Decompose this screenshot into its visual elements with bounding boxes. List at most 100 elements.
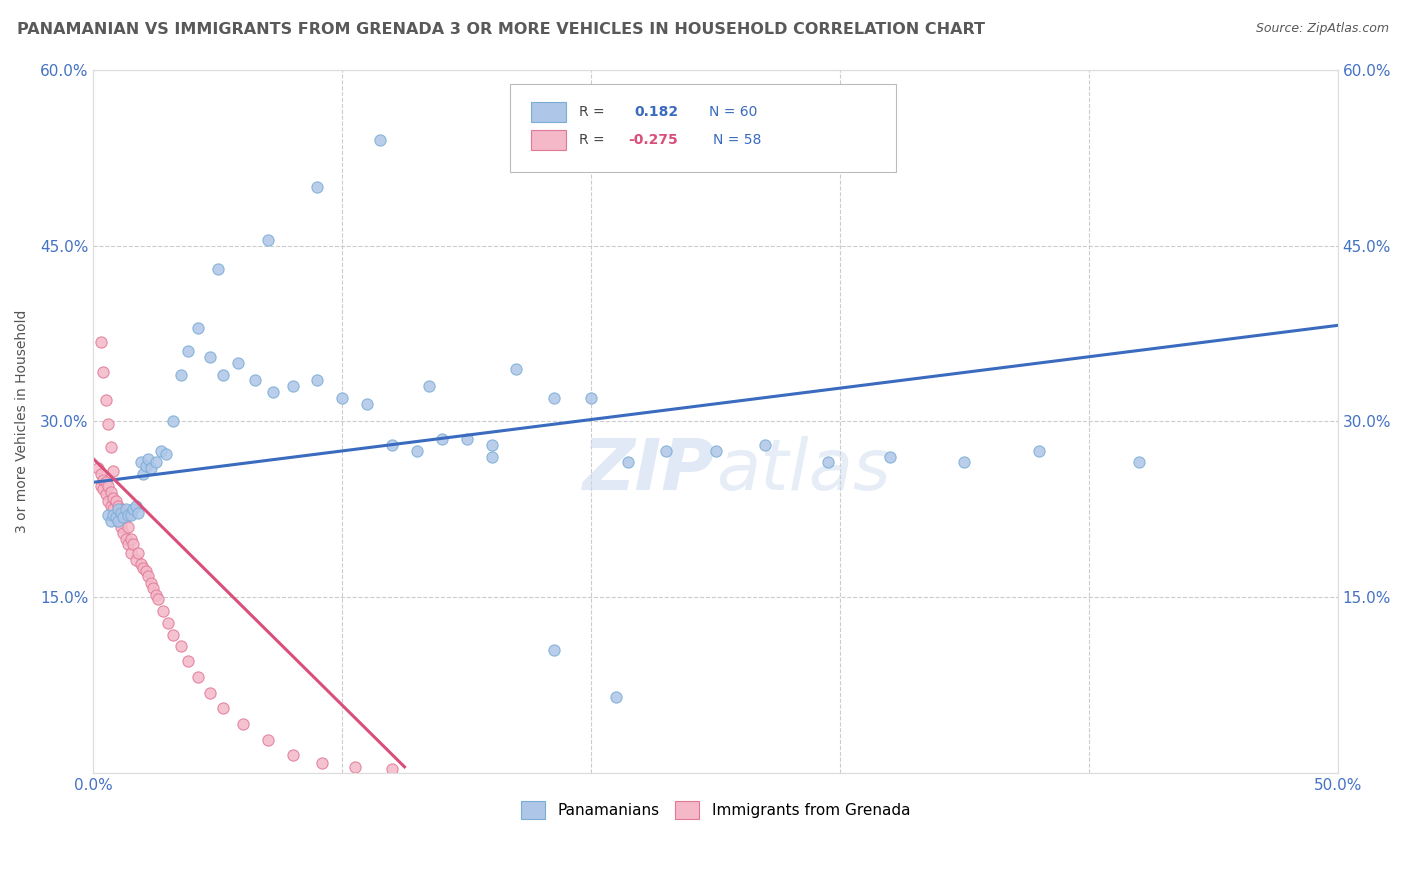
Point <box>100 499 122 513</box>
Point <box>226 356 249 370</box>
Point <box>155 447 177 461</box>
Point <box>1128 455 1150 469</box>
Point <box>136 451 159 466</box>
Point <box>617 455 640 469</box>
Point <box>953 455 976 469</box>
Point <box>112 508 135 522</box>
Point <box>94 393 117 408</box>
Text: ZIP: ZIP <box>583 436 716 505</box>
Point <box>177 344 200 359</box>
Point <box>256 233 278 247</box>
Point <box>100 514 122 528</box>
Point <box>107 499 129 513</box>
Point <box>330 391 353 405</box>
Point <box>232 716 254 731</box>
Point <box>114 510 136 524</box>
Point <box>207 262 229 277</box>
Point <box>110 506 132 520</box>
Point <box>262 385 284 400</box>
Point <box>406 443 429 458</box>
Point <box>103 491 125 505</box>
Point <box>212 368 235 382</box>
Point <box>543 642 565 657</box>
Point <box>103 508 125 522</box>
Point <box>93 473 115 487</box>
Point <box>543 391 565 405</box>
Point <box>145 455 167 469</box>
Text: PANAMANIAN VS IMMIGRANTS FROM GRENADA 3 OR MORE VEHICLES IN HOUSEHOLD CORRELATIO: PANAMANIAN VS IMMIGRANTS FROM GRENADA 3 … <box>17 22 984 37</box>
Point <box>142 581 165 595</box>
Point <box>368 133 391 147</box>
Point <box>103 502 125 516</box>
Point <box>281 748 304 763</box>
Point <box>381 438 404 452</box>
Point <box>104 508 127 522</box>
Point <box>146 592 169 607</box>
Point <box>1028 443 1050 458</box>
Point <box>129 558 152 572</box>
Point <box>120 508 142 522</box>
Point <box>107 502 129 516</box>
Point <box>139 461 162 475</box>
Point <box>135 564 157 578</box>
Legend: Panamanians, Immigrants from Grenada: Panamanians, Immigrants from Grenada <box>515 795 917 825</box>
Point <box>94 487 117 501</box>
Point <box>605 690 627 704</box>
Point <box>129 455 152 469</box>
Point <box>256 733 278 747</box>
Point <box>87 461 110 475</box>
Point <box>169 640 191 654</box>
Point <box>127 545 149 559</box>
Point <box>879 450 901 464</box>
Point <box>122 537 145 551</box>
Point <box>145 588 167 602</box>
Point <box>93 365 115 379</box>
Point <box>97 508 120 522</box>
Point <box>132 561 155 575</box>
Text: atlas: atlas <box>716 436 890 505</box>
Point <box>381 762 404 776</box>
Point <box>135 458 157 473</box>
Point <box>177 655 200 669</box>
Point <box>456 432 478 446</box>
Point <box>481 438 503 452</box>
Text: -0.275: -0.275 <box>628 133 678 147</box>
Point <box>307 180 329 194</box>
Y-axis label: 3 or more Vehicles in Household: 3 or more Vehicles in Household <box>15 310 30 533</box>
Point <box>97 479 120 493</box>
Point <box>817 455 839 469</box>
Point <box>107 514 129 528</box>
Text: R =: R = <box>579 133 605 147</box>
Point <box>481 450 503 464</box>
Point <box>125 552 148 566</box>
Point <box>579 391 602 405</box>
Point <box>100 484 122 499</box>
Text: Source: ZipAtlas.com: Source: ZipAtlas.com <box>1256 22 1389 36</box>
Point <box>97 494 120 508</box>
Point <box>169 368 191 382</box>
Point <box>97 417 120 431</box>
Point <box>505 361 527 376</box>
Point <box>149 443 172 458</box>
Point <box>90 334 112 349</box>
Point <box>343 760 366 774</box>
Point <box>356 397 378 411</box>
Point <box>117 537 139 551</box>
Point <box>104 510 127 524</box>
Point <box>94 475 117 490</box>
Point <box>114 502 136 516</box>
Point <box>430 432 453 446</box>
Text: N = 60: N = 60 <box>710 105 758 120</box>
Point <box>132 467 155 482</box>
Point <box>754 438 776 452</box>
Point <box>112 525 135 540</box>
Point <box>90 479 112 493</box>
FancyBboxPatch shape <box>510 84 896 172</box>
Point <box>110 520 132 534</box>
Point <box>200 686 222 700</box>
Text: 0.182: 0.182 <box>634 105 679 120</box>
Point <box>704 443 727 458</box>
Point <box>104 494 127 508</box>
Point <box>307 373 329 387</box>
Point <box>112 510 135 524</box>
